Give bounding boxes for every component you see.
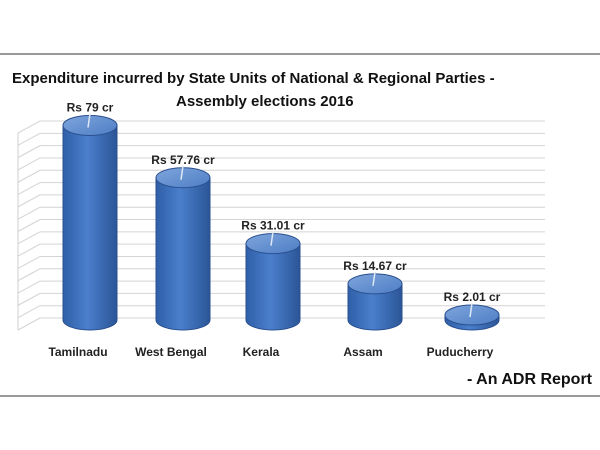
gridline-side xyxy=(17,305,41,319)
bar-body xyxy=(245,243,301,331)
bar-label-leader xyxy=(180,165,184,180)
bar-assam xyxy=(347,271,403,331)
gridline-side xyxy=(17,169,41,183)
bar-west-bengal xyxy=(155,165,211,331)
gridline-side xyxy=(17,219,41,232)
bar-labels: Rs 79 cr Tamilnadu Rs 57.76 cr West Bengal R… xyxy=(48,100,500,359)
gridline-side xyxy=(17,182,41,196)
bar-puducherry xyxy=(444,302,500,331)
gridline-side xyxy=(17,292,41,306)
bar-tamilnadu xyxy=(62,113,118,331)
gridline-side xyxy=(17,194,41,208)
gridline-side xyxy=(17,255,41,269)
data-label: Rs 14.67 cr xyxy=(343,259,407,273)
bar-label-leader xyxy=(469,302,473,318)
data-label: Rs 79 cr xyxy=(67,100,114,114)
chart-title-line1: Expenditure incurred by State Units of N… xyxy=(12,70,495,87)
bar-label-leader xyxy=(270,231,274,246)
gridline-side xyxy=(17,268,41,282)
category-label: Puducherry xyxy=(427,345,494,359)
data-label: Rs 57.76 cr xyxy=(151,153,215,167)
category-label: Tamilnadu xyxy=(48,345,107,359)
bar-label-leader xyxy=(87,113,91,128)
category-label: West Bengal xyxy=(135,345,207,359)
source-note: - An ADR Report xyxy=(467,371,593,388)
gridline-side xyxy=(17,132,41,146)
bars xyxy=(62,113,500,331)
bar-kerala xyxy=(245,231,301,331)
gridline-side xyxy=(17,120,41,134)
bar-body xyxy=(62,124,118,331)
gridline-side xyxy=(17,317,41,331)
gridline-side xyxy=(17,243,41,257)
category-label: Assam xyxy=(343,345,382,359)
gridline-side xyxy=(17,157,41,171)
gridline-side xyxy=(17,206,41,220)
chart-title-line2: Assembly elections 2016 xyxy=(176,93,354,110)
gridline-side xyxy=(17,280,41,294)
data-label: Rs 2.01 cr xyxy=(444,290,501,304)
bar-body xyxy=(155,177,211,331)
bar-body xyxy=(347,283,403,331)
gridline-side xyxy=(17,231,41,245)
category-label: Kerala xyxy=(243,345,280,359)
data-label: Rs 31.01 cr xyxy=(241,219,305,233)
bar-label-leader xyxy=(372,271,376,286)
gridline-side xyxy=(17,145,41,159)
